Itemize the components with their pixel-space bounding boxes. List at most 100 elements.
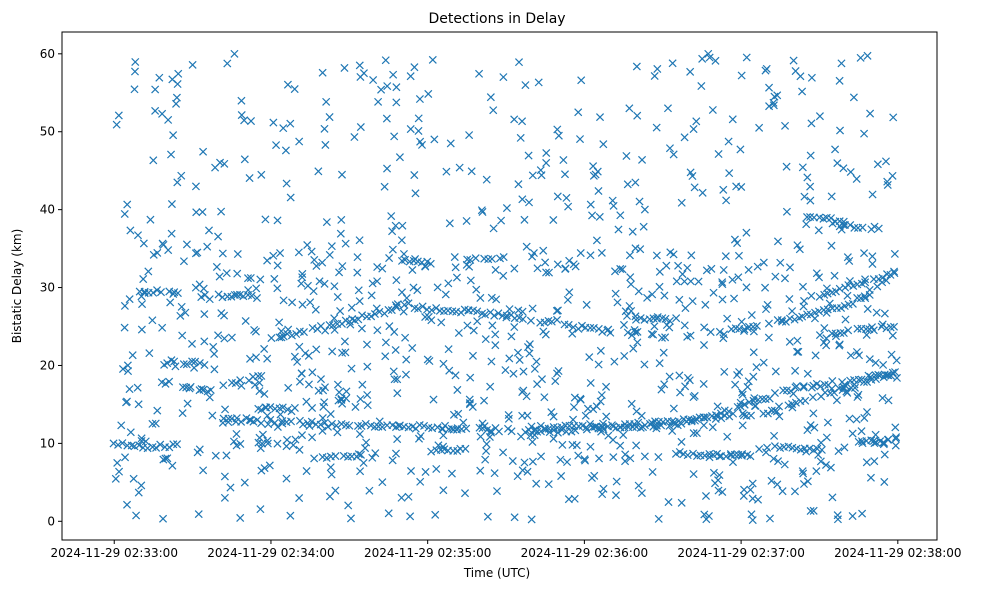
data-point-marker — [634, 481, 643, 490]
data-point-marker — [260, 389, 269, 399]
data-point-marker — [439, 431, 448, 440]
data-point-marker — [800, 296, 809, 305]
data-point-marker — [321, 140, 330, 149]
data-point-marker — [755, 445, 764, 454]
data-point-marker — [524, 151, 533, 160]
data-point-marker — [284, 383, 293, 392]
data-point-marker — [273, 261, 282, 270]
data-point-marker — [683, 263, 692, 272]
data-point-marker — [597, 427, 606, 436]
x-tick-label: 2024-11-29 02:33:00 — [51, 546, 178, 560]
data-point-marker — [554, 366, 563, 376]
data-point-marker — [256, 444, 265, 453]
data-point-marker — [392, 83, 401, 92]
data-point-marker — [304, 351, 313, 360]
data-point-marker — [465, 395, 474, 404]
data-point-marker — [115, 467, 124, 476]
data-point-marker — [595, 113, 605, 122]
data-point-marker — [492, 487, 502, 496]
data-point-marker — [454, 409, 463, 418]
data-point-marker — [576, 395, 585, 404]
data-point-marker — [437, 318, 446, 327]
y-axis: 0 10 20 30 40 50 60 — [40, 47, 62, 528]
data-point-marker — [120, 323, 129, 332]
data-point-marker — [371, 449, 380, 458]
data-point-marker — [460, 489, 470, 498]
data-point-marker — [613, 298, 622, 307]
data-point-marker — [629, 344, 638, 353]
data-point-marker — [848, 512, 857, 521]
data-point-marker — [356, 450, 365, 459]
x-tick-label: 2024-11-29 02:38:00 — [834, 546, 961, 560]
data-point-marker — [338, 262, 347, 271]
data-point-marker — [252, 294, 262, 303]
data-point-marker — [870, 457, 879, 466]
data-point-marker — [327, 242, 336, 251]
data-point-marker — [638, 155, 647, 164]
data-point-marker — [772, 407, 781, 416]
data-point-marker — [153, 286, 162, 295]
data-point-marker — [444, 345, 453, 354]
data-point-marker — [713, 402, 722, 411]
data-point-marker — [333, 428, 342, 437]
data-point-marker — [269, 251, 278, 260]
data-point-marker — [447, 469, 456, 478]
data-point-marker — [837, 303, 846, 313]
data-point-marker — [725, 169, 734, 178]
data-point-marker — [295, 445, 304, 454]
data-point-marker — [402, 293, 411, 303]
data-point-marker — [391, 301, 400, 310]
data-point-marker — [781, 121, 790, 130]
data-point-marker — [354, 450, 363, 459]
data-point-marker — [217, 207, 226, 216]
data-point-marker — [703, 413, 712, 422]
data-point-marker — [510, 264, 519, 273]
data-point-marker — [570, 393, 579, 402]
data-point-marker — [298, 300, 307, 309]
data-point-marker — [559, 155, 568, 165]
data-point-marker — [807, 291, 816, 300]
data-point-marker — [864, 371, 873, 380]
data-point-marker — [665, 323, 674, 332]
data-point-marker — [476, 432, 485, 441]
data-point-marker — [619, 320, 629, 329]
data-point-marker — [391, 345, 400, 355]
data-point-marker — [839, 328, 848, 338]
data-point-marker — [648, 419, 657, 428]
y-tick-label: 60 — [40, 47, 55, 61]
data-point-marker — [837, 225, 846, 234]
data-point-marker — [246, 117, 256, 126]
data-point-marker — [336, 307, 345, 316]
data-point-marker — [410, 171, 419, 180]
data-point-marker — [670, 420, 679, 429]
data-point-marker — [648, 467, 657, 476]
data-point-marker — [821, 460, 831, 470]
data-point-marker — [424, 89, 433, 98]
data-point-marker — [637, 411, 646, 420]
data-point-marker — [133, 231, 143, 240]
data-point-marker — [402, 355, 411, 364]
data-point-marker — [803, 173, 812, 182]
data-point-marker — [862, 330, 871, 339]
data-point-marker — [683, 332, 692, 341]
data-point-marker — [482, 446, 491, 456]
data-point-marker — [771, 367, 780, 376]
data-point-marker — [807, 73, 816, 82]
data-point-marker — [373, 326, 382, 335]
data-point-marker — [413, 286, 422, 295]
data-point-marker — [323, 422, 333, 431]
data-point-marker — [626, 280, 636, 289]
data-point-marker — [486, 382, 495, 391]
data-point-marker — [113, 458, 122, 467]
data-point-marker — [789, 56, 798, 65]
data-point-marker — [714, 476, 723, 485]
data-point-marker — [621, 450, 630, 459]
data-point-marker — [609, 453, 618, 462]
data-point-marker — [625, 301, 634, 310]
data-point-marker — [388, 421, 397, 430]
data-point-marker — [118, 364, 128, 374]
data-point-marker — [476, 293, 485, 302]
data-point-marker — [126, 428, 135, 437]
data-point-marker — [167, 229, 176, 238]
data-point-marker — [261, 403, 270, 412]
